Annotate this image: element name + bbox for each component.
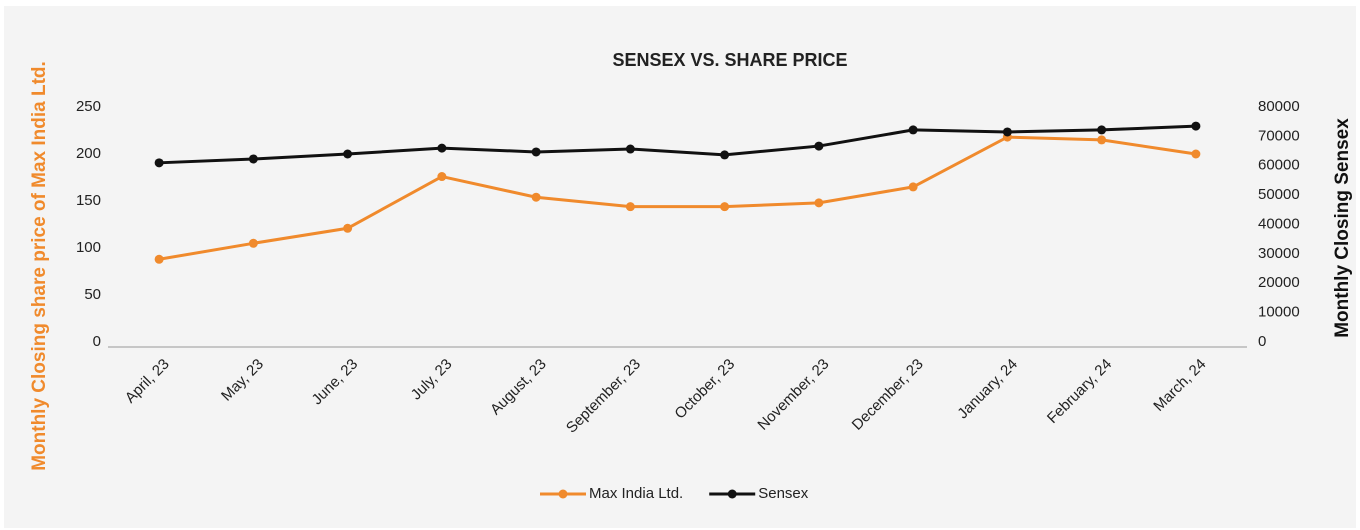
data-point (531, 147, 541, 157)
data-point (154, 158, 164, 168)
data-point (625, 202, 635, 212)
y2-tick-label: 80000 (1258, 98, 1300, 115)
data-point (625, 144, 635, 154)
series-line (159, 124, 1196, 165)
data-point (720, 150, 730, 160)
y2-tick-label: 60000 (1258, 157, 1300, 174)
y2-tick-label: 40000 (1258, 215, 1300, 232)
data-point (343, 223, 353, 233)
data-point (437, 143, 447, 153)
y-tick-label: 200 (76, 145, 101, 162)
y-tick-label: 150 (76, 192, 101, 209)
data-point (908, 182, 918, 192)
y-tick-label: 250 (76, 98, 101, 115)
y2-tick-label: 70000 (1258, 127, 1300, 144)
data-point (154, 254, 164, 264)
data-point (437, 172, 447, 182)
data-point (1097, 125, 1107, 135)
series-line (158, 135, 1197, 261)
legend-marker (727, 489, 737, 499)
data-point (908, 125, 918, 135)
data-point (1191, 149, 1201, 159)
data-point (1191, 121, 1201, 131)
y2-tick-label: 20000 (1258, 274, 1300, 291)
data-point (343, 149, 353, 159)
data-point (248, 154, 258, 164)
data-point (814, 198, 824, 208)
legend-marker (558, 489, 568, 499)
legend-label: Sensex (758, 485, 809, 502)
data-point (248, 238, 258, 248)
data-point (531, 192, 541, 202)
y-tick-label: 50 (84, 286, 101, 303)
y2-tick-label: 30000 (1258, 245, 1300, 262)
y-axis-title: Monthly Closing share price of Max India… (29, 61, 50, 471)
y2-tick-label: 50000 (1258, 186, 1300, 203)
data-point (814, 141, 824, 151)
chart-title: SENSEX VS. SHARE PRICE (612, 50, 847, 70)
data-point (720, 202, 730, 212)
y-tick-label: 0 (93, 333, 101, 350)
chart-background (4, 6, 1356, 528)
data-point (1097, 135, 1107, 145)
legend-label: Max India Ltd. (589, 485, 683, 502)
y2-axis-title: Monthly Closing Sensex (1332, 118, 1353, 338)
y-tick-label: 100 (76, 239, 101, 256)
y2-tick-label: 0 (1258, 333, 1266, 350)
y2-tick-label: 10000 (1258, 304, 1300, 321)
data-point (1002, 127, 1012, 137)
